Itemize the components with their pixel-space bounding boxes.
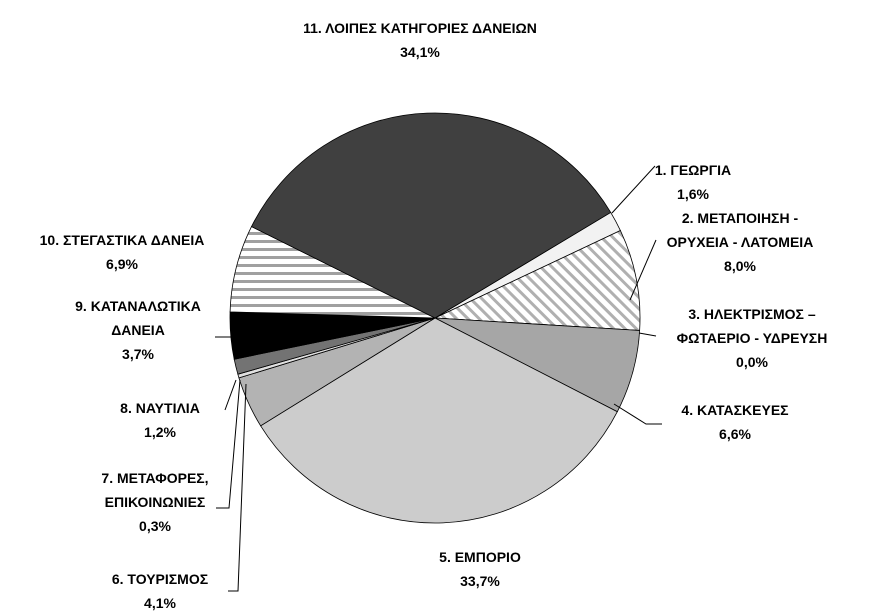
value-label: 3,7% — [122, 346, 154, 362]
category-name: 5. ΕΜΠΟΡΙΟ — [439, 549, 521, 565]
category-name: 1. ΓΕΩΡΓΙΑ — [654, 162, 732, 178]
value-label: 6,9% — [106, 256, 138, 272]
slice-label: 10. ΣΤΕΓΑΣΤΙΚΑ ΔΑΝΕΙΑ 6,9% — [2, 228, 242, 276]
slice-label: 2. ΜΕΤΑΠΟΙΗΣΗ - ΟΡΥΧΕΙΑ - ΛΑΤΟΜΕΙΑ 8,0% — [653, 206, 828, 278]
leader-line — [638, 332, 657, 337]
leader-line — [216, 379, 241, 509]
value-label: 0,0% — [736, 354, 768, 370]
slice-label: 3. ΗΛΕΚΤΡΙΣΜΟΣ – ΦΩΤΑΕΡΙΟ - ΥΔΡΕΥΣΗ 0,0% — [660, 302, 845, 374]
slice-label: 9. ΚΑΤΑΝΑΛΩΤΙΚΑ ΔΑΝΕΙΑ 3,7% — [61, 294, 216, 366]
category-name: 3. ΗΛΕΚΤΡΙΣΜΟΣ – ΦΩΤΑΕΡΙΟ - ΥΔΡΕΥΣΗ — [676, 306, 828, 346]
value-label: 8,0% — [724, 258, 756, 274]
category-name: 2. ΜΕΤΑΠΟΙΗΣΗ - ΟΡΥΧΕΙΑ - ΛΑΤΟΜΕΙΑ — [666, 210, 814, 250]
value-label: 33,7% — [460, 573, 500, 589]
category-name: 11. ΛΟΙΠΕΣ ΚΑΤΗΓΟΡΙΕΣ ΔΑΝΕΙΩΝ — [303, 20, 537, 36]
value-label: 34,1% — [400, 44, 440, 60]
value-label: 4,1% — [144, 595, 176, 611]
category-name: 8. ΝΑΥΤΙΛΙΑ — [120, 400, 200, 416]
category-name: 10. ΣΤΕΓΑΣΤΙΚΑ ΔΑΝΕΙΑ — [39, 232, 205, 248]
slice-label: 7. ΜΕΤΑΦΟΡΕΣ, ΕΠΙΚΟΙΝΩΝΙΕΣ 0,3% — [83, 466, 228, 538]
category-name: 4. ΚΑΤΑΣΚΕΥΕΣ — [681, 402, 789, 418]
category-name: 6. ΤΟΥΡΙΣΜΟΣ — [111, 571, 209, 587]
slice-label: 5. ΕΜΠΟΡΙΟ 33,7% — [380, 545, 580, 593]
pie-slice — [434, 230, 641, 331]
value-label: 0,3% — [139, 518, 171, 534]
leader-line — [224, 379, 237, 411]
leader-line — [613, 403, 662, 425]
slice-label: 6. ΤΟΥΡΙΣΜΟΣ 4,1% — [60, 567, 260, 613]
category-name: 7. ΜΕΤΑΦΟΡΕΣ, ΕΠΙΚΟΙΝΩΝΙΕΣ — [101, 470, 209, 510]
pie-slice — [250, 112, 612, 319]
value-label: 1,6% — [677, 186, 709, 202]
slice-label: 8. ΝΑΥΤΙΛΙΑ 1,2% — [60, 396, 260, 444]
slice-label: 1. ΓΕΩΡΓΙΑ 1,6% — [593, 158, 793, 206]
slice-label: 11. ΛΟΙΠΕΣ ΚΑΤΗΓΟΡΙΕΣ ΔΑΝΕΙΩΝ 34,1% — [295, 16, 545, 64]
category-name: 9. ΚΑΤΑΝΑΛΩΤΙΚΑ ΔΑΝΕΙΑ — [75, 298, 201, 338]
value-label: 1,2% — [144, 424, 176, 440]
slice-label: 4. ΚΑΤΑΣΚΕΥΕΣ 6,6% — [635, 398, 835, 446]
pie-slice — [260, 317, 618, 524]
value-label: 6,6% — [719, 426, 751, 442]
leader-line — [611, 165, 656, 214]
leader-line — [228, 383, 247, 592]
leader-line — [629, 239, 657, 301]
